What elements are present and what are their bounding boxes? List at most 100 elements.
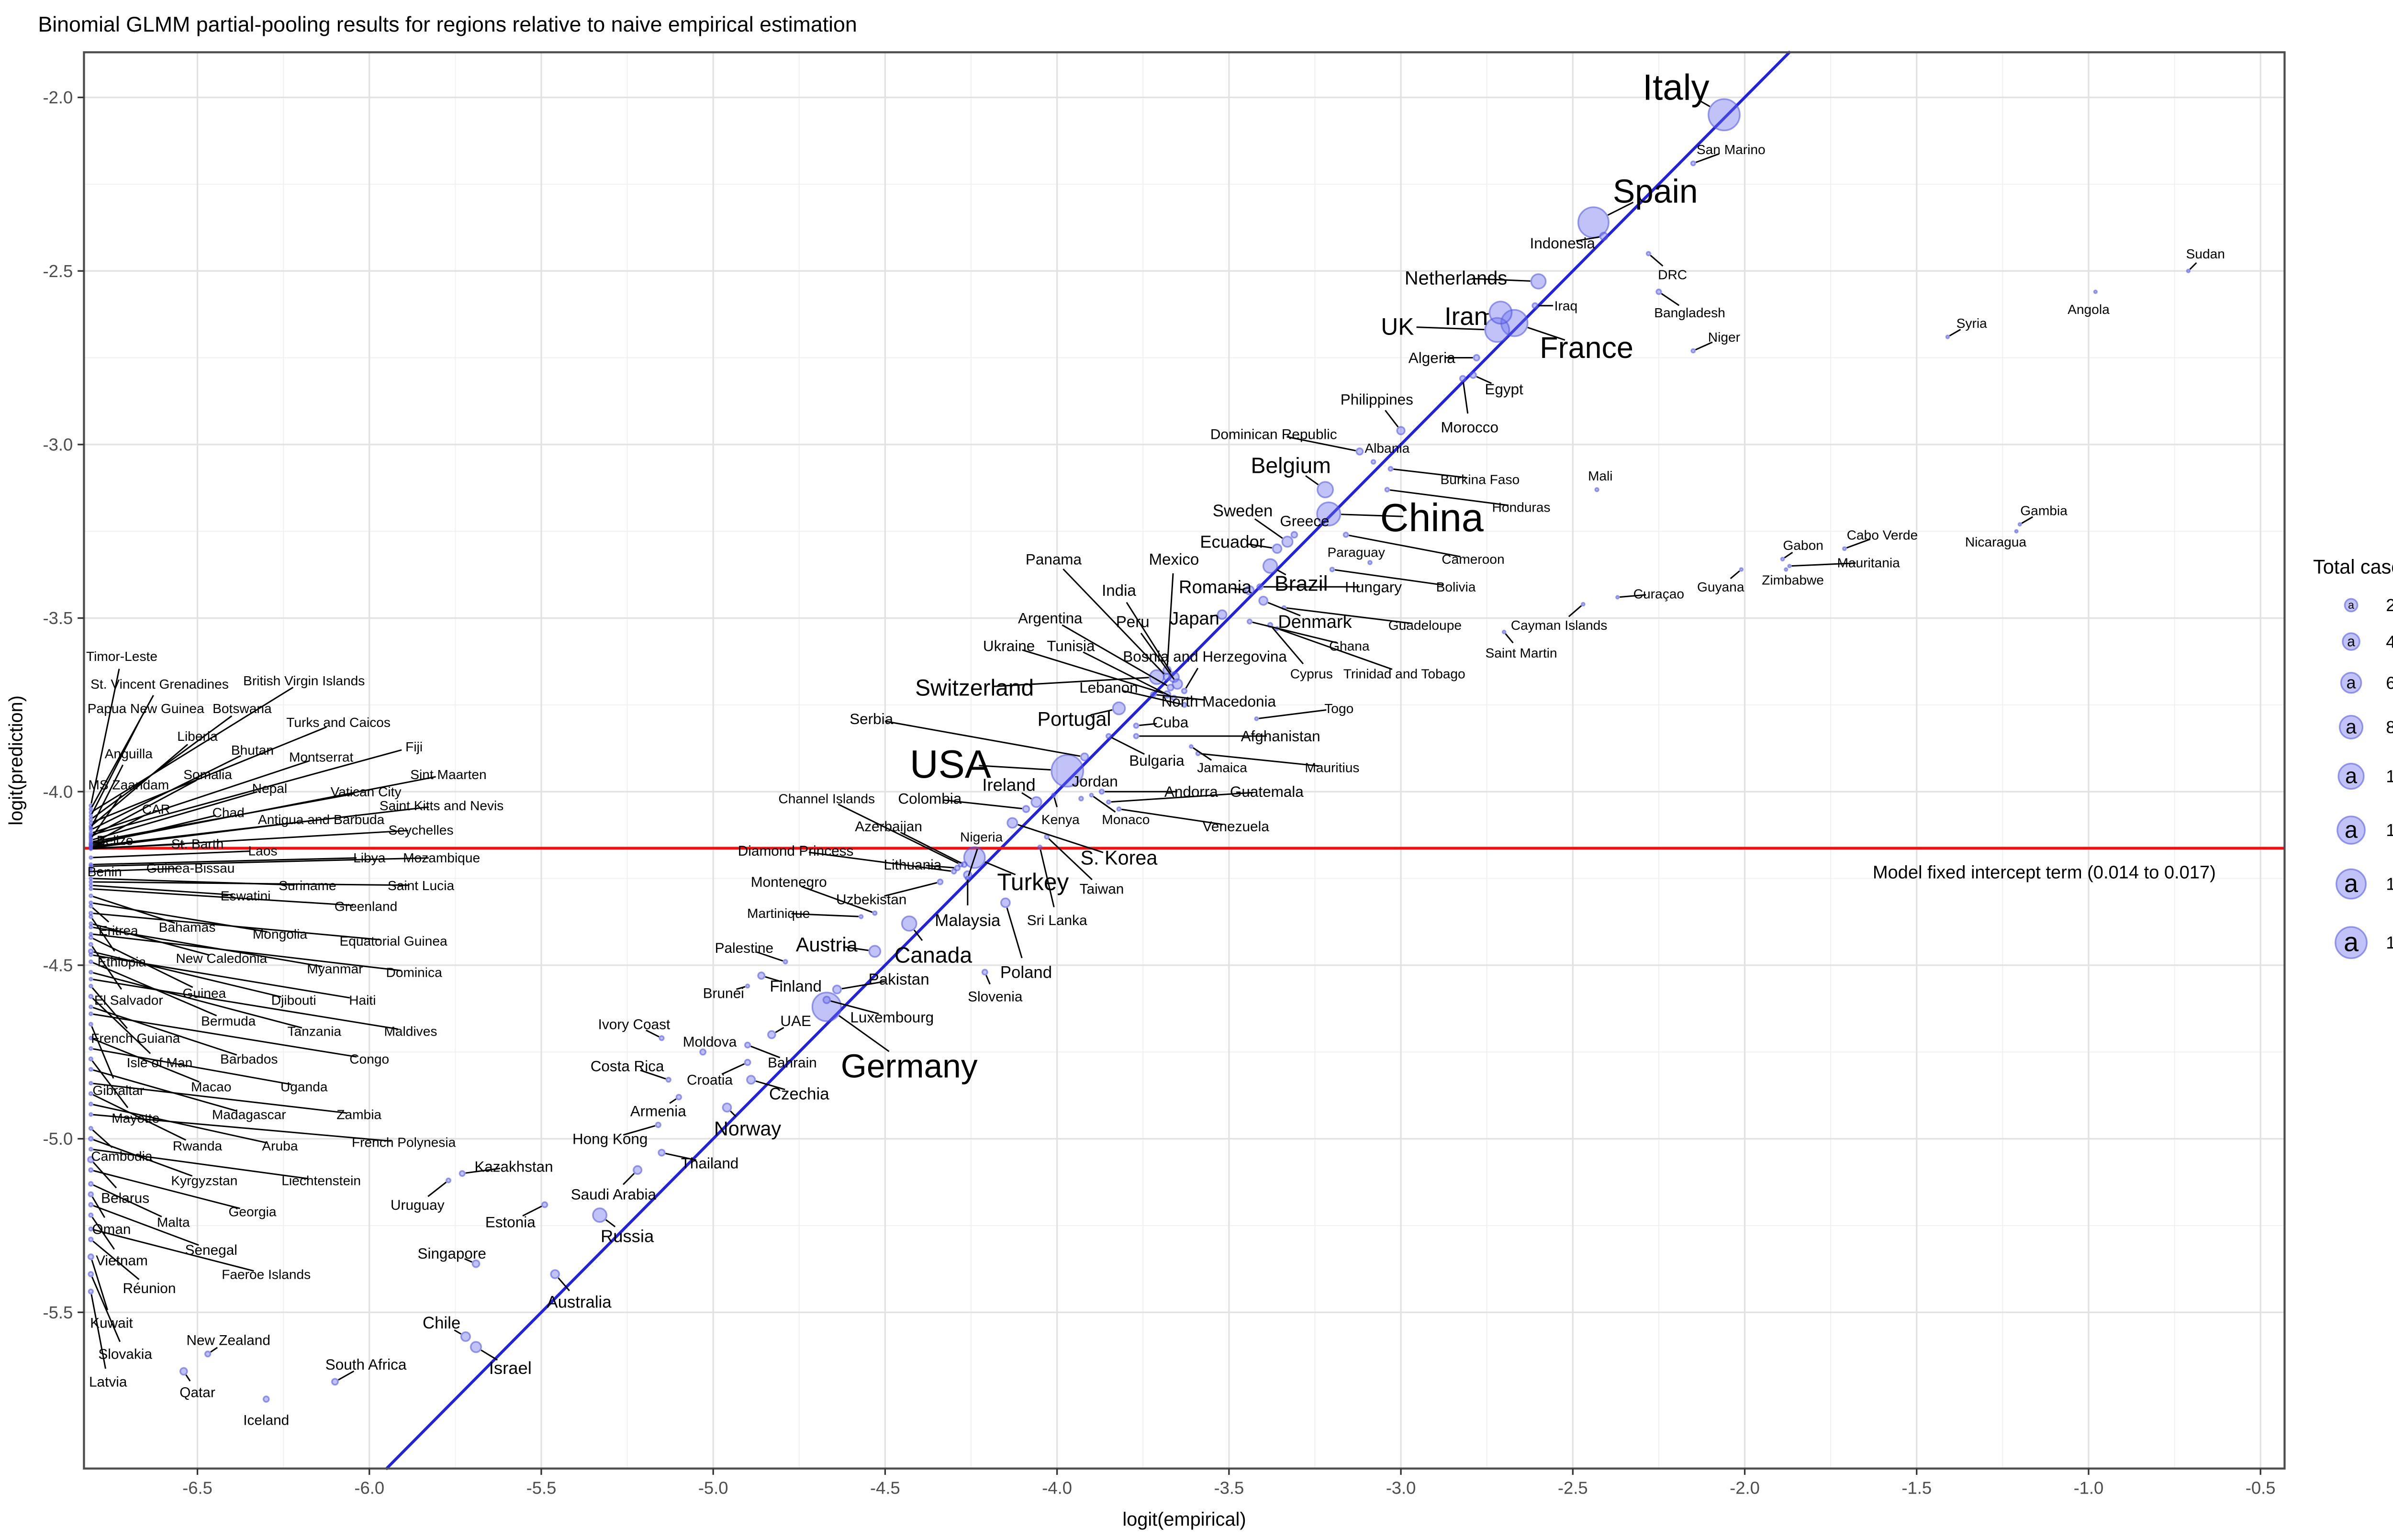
label-leader	[92, 755, 242, 830]
label-leader	[91, 1060, 129, 1108]
country-label: CAR	[142, 802, 170, 816]
x-tick-label: -6.5	[182, 1478, 212, 1498]
label-leader	[623, 1172, 635, 1185]
label-leader	[210, 1347, 218, 1353]
label-leader	[92, 749, 402, 836]
label-leader	[464, 1258, 472, 1263]
legend-value-label: 20,000	[2386, 595, 2393, 615]
country-label: Iran	[1444, 302, 1488, 331]
country-label: Mali	[1588, 469, 1613, 483]
label-leader	[756, 951, 783, 962]
country-label: North Macedonia	[1162, 693, 1276, 710]
data-point	[331, 1378, 339, 1386]
country-label: Bahrain	[768, 1055, 817, 1071]
label-leader	[91, 1276, 121, 1342]
legend-value-label: 80,000	[2386, 717, 2393, 737]
label-leader	[1210, 614, 1217, 617]
data-point	[89, 921, 93, 926]
country-label: Guadeloupe	[1388, 618, 1462, 633]
country-label: Lithuania	[883, 857, 941, 873]
country-label: Bangladesh	[1654, 305, 1725, 320]
data-point	[88, 1067, 93, 1072]
label-leader	[454, 1329, 462, 1335]
data-point	[88, 1202, 94, 1207]
country-label: Guinea	[183, 986, 226, 1001]
country-label: El Salvador	[94, 993, 163, 1007]
data-point	[89, 831, 93, 836]
data-point	[1370, 459, 1376, 465]
data-point	[1166, 683, 1174, 692]
country-label: Hungary	[1345, 579, 1402, 595]
label-leader	[91, 1260, 109, 1310]
label-leader	[92, 780, 197, 837]
label-leader	[465, 1167, 501, 1174]
label-leader	[1276, 569, 1286, 576]
label-leader	[968, 848, 978, 876]
plot-panel	[84, 52, 2285, 1469]
country-label: Spain	[1613, 173, 1698, 210]
legend-key-bubble	[2344, 598, 2359, 613]
country-label: Nigeria	[960, 829, 1003, 844]
label-leader	[1699, 100, 1711, 107]
data-point	[832, 984, 842, 994]
country-label: Fiji	[405, 739, 423, 754]
data-point	[1080, 752, 1089, 762]
data-point	[89, 952, 93, 957]
label-leader	[1607, 201, 1634, 216]
data-point	[1530, 273, 1547, 290]
data-point	[1945, 335, 1950, 339]
data-point	[88, 925, 93, 929]
country-label: Canada	[895, 942, 973, 967]
country-label: Turks and Caicos	[286, 715, 391, 730]
country-label: Chile	[423, 1314, 460, 1332]
country-label: Libya	[353, 850, 386, 865]
data-point	[89, 932, 93, 937]
data-point	[1396, 426, 1406, 435]
label-leader	[92, 744, 189, 826]
legend-key-glyph: a	[2345, 817, 2358, 843]
country-label: Liechtenstein	[281, 1173, 361, 1188]
data-point	[1690, 160, 1696, 167]
country-label: Guatemala	[1230, 783, 1304, 800]
label-leader	[1062, 624, 1168, 686]
x-tick-label: -1.0	[2074, 1478, 2104, 1498]
label-leader	[91, 794, 122, 837]
country-label: Afghanistan	[1241, 728, 1320, 745]
label-leader	[669, 1098, 677, 1104]
country-label: Luxembourg	[850, 1009, 934, 1026]
country-label: Ukraine	[983, 638, 1035, 655]
label-leader	[1062, 568, 1165, 675]
country-label: Montserrat	[289, 750, 354, 765]
country-label: Niger	[1708, 330, 1740, 345]
legend-title: Total cases	[2313, 556, 2393, 578]
data-point	[1387, 466, 1394, 472]
label-leader	[984, 861, 1016, 875]
label-leader	[90, 1294, 106, 1369]
country-label: Denmark	[1278, 612, 1352, 632]
label-leader	[730, 1110, 737, 1117]
legend-key-bubble	[2337, 762, 2365, 790]
data-point	[88, 1167, 94, 1173]
data-point	[1188, 744, 1194, 749]
data-point	[1150, 691, 1157, 698]
label-leader	[1018, 824, 1104, 853]
label-leader	[92, 1094, 187, 1141]
x-tick-label: -5.0	[698, 1478, 728, 1498]
label-leader	[93, 1149, 309, 1180]
country-label: DRC	[1658, 267, 1687, 282]
label-leader	[93, 884, 233, 896]
data-point	[89, 900, 93, 905]
data-point	[1006, 817, 1018, 829]
label-leader	[93, 776, 436, 844]
label-leader	[1462, 382, 1469, 414]
country-label: Jordan	[1072, 773, 1118, 790]
data-point	[1000, 897, 1011, 908]
data-point	[1784, 567, 1789, 572]
label-leader	[93, 1229, 254, 1272]
y-tick-label: -3.0	[43, 435, 73, 454]
data-point	[89, 904, 93, 909]
data-point	[88, 1271, 94, 1277]
data-point	[858, 914, 864, 919]
country-label: MS Zaandam	[88, 778, 169, 792]
